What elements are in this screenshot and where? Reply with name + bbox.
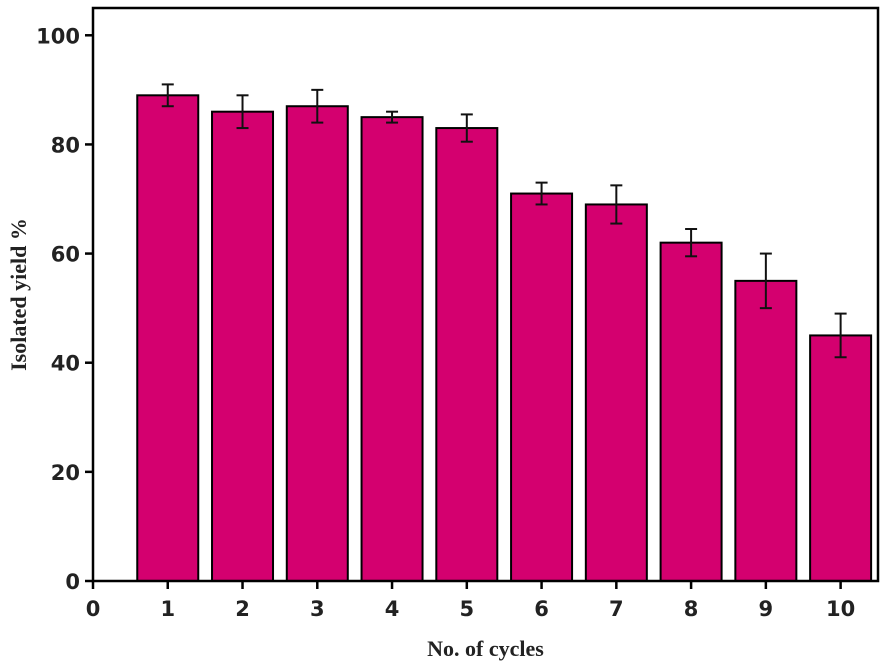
y-tick-label: 80	[51, 133, 80, 157]
x-tick-label: 5	[459, 597, 474, 621]
x-axis-ticks: 0 1 2 3 4 5 6 7 8 9 10	[86, 581, 855, 621]
bar-6	[510, 192, 574, 583]
plot-frame	[91, 6, 880, 583]
y-tick-label: 100	[36, 24, 80, 48]
y-tick-label: 20	[51, 461, 80, 485]
bar-5	[435, 127, 499, 583]
bar-9	[734, 279, 798, 582]
bar-7	[584, 203, 648, 582]
x-tick-label: 3	[310, 597, 325, 621]
y-axis-title: Isolated yield %	[6, 218, 31, 371]
error-bar-series	[161, 83, 847, 359]
x-tick-label: 10	[826, 597, 855, 621]
bar-10	[809, 334, 873, 582]
x-tick-label: 7	[609, 597, 624, 621]
bar-2	[211, 110, 275, 583]
bar-3	[285, 105, 349, 582]
x-tick-label: 9	[759, 597, 774, 621]
bar-series	[136, 94, 873, 583]
y-tick-label: 40	[51, 352, 80, 376]
bar-8	[659, 241, 723, 583]
x-tick-label: 6	[534, 597, 549, 621]
bar-4	[360, 116, 424, 583]
x-tick-label: 1	[160, 597, 175, 621]
y-tick-label: 60	[51, 243, 80, 267]
x-axis-title: No. of cycles	[427, 636, 544, 661]
x-tick-label: 0	[86, 597, 101, 621]
x-tick-label: 8	[684, 597, 699, 621]
x-tick-label: 4	[385, 597, 400, 621]
y-tick-label: 0	[65, 570, 80, 594]
y-axis-ticks: 0 20 40 60 80 100	[36, 24, 93, 594]
bar-1	[136, 94, 200, 582]
x-tick-label: 2	[235, 597, 250, 621]
